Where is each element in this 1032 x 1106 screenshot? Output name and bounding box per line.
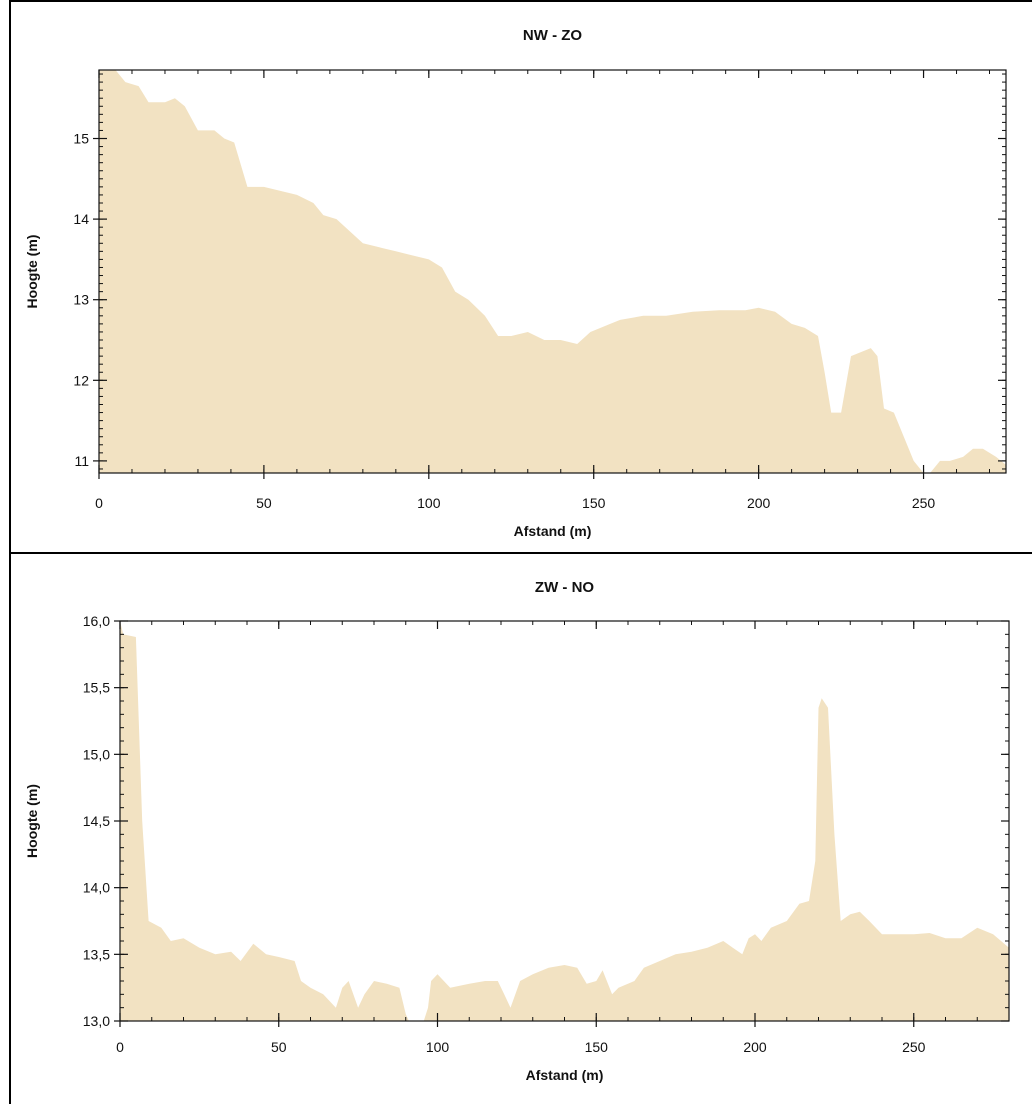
nw-zo-y-tick-label: 11 (74, 453, 89, 469)
nw-zo-x-tick-label: 250 (912, 495, 936, 511)
nw-zo-y-tick-label: 13 (73, 292, 89, 308)
zw-no-y-tick-label: 15,5 (83, 680, 110, 696)
nw-zo-plot-frame (98, 69, 1007, 474)
zw-no-x-tick-label: 100 (426, 1039, 450, 1055)
zw-no-y-tick-label: 14,0 (83, 880, 110, 896)
zw-no-elevation-area (120, 621, 1009, 1021)
nw-zo-elevation-area (99, 70, 1006, 473)
nw-zo-y-tick-label: 14 (73, 211, 89, 227)
nw-zo-plot-area (98, 69, 1007, 474)
nw-zo-x-tick-label: 100 (417, 495, 441, 511)
zw-no-y-tick-label: 15,0 (83, 746, 110, 762)
zw-no-x-tick-label: 200 (743, 1039, 767, 1055)
nw-zo-x-tick-label: 150 (582, 495, 606, 511)
chart-panel-nw-zo: 0 50 100 150 200 250 11 12 13 14 15 NW - ZO Afstand … (9, 0, 1032, 554)
zw-no-x-axis-label: Afstand (m) (526, 1067, 604, 1083)
zw-no-x-tick-label: 150 (585, 1039, 609, 1055)
nw-zo-y-tick-label: 12 (73, 372, 89, 388)
zw-no-plot-area (119, 620, 1010, 1022)
zw-no-y-tick-label: 16,0 (83, 613, 110, 629)
zw-no-chart-title: ZW - NO (535, 579, 594, 596)
zw-no-y-tick-label: 13,5 (83, 946, 110, 962)
zw-no-x-tick-label: 250 (902, 1039, 926, 1055)
nw-zo-x-tick-label: 200 (747, 495, 771, 511)
zw-no-y-tick-label: 14,5 (83, 813, 110, 829)
nw-zo-y-axis-label: Hoogte (m) (24, 235, 40, 309)
zw-no-x-tick-label: 0 (116, 1039, 124, 1055)
nw-zo-chart-title: NW - ZO (523, 27, 582, 44)
chart-panel-zw-no: 0 50 100 150 200 250 13,0 13,5 14,0 14,5 15,0 15,5 1… (9, 552, 1032, 1104)
nw-zo-x-tick-label: 0 (95, 495, 103, 511)
zw-no-x-tick-label: 50 (271, 1039, 287, 1055)
chart-nw-zo: 0 50 100 150 200 250 11 12 13 14 15 NW - ZO Afstand … (24, 27, 1007, 539)
nw-zo-x-tick-label: 50 (256, 495, 272, 511)
nw-zo-x-axis-label: Afstand (m) (514, 523, 592, 539)
zw-no-y-axis-label: Hoogte (m) (24, 784, 40, 858)
zw-no-y-tick-label: 13,0 (83, 1013, 110, 1029)
chart-zw-no: 0 50 100 150 200 250 13,0 13,5 14,0 14,5 15,0 15,5 1… (24, 579, 1010, 1083)
nw-zo-y-tick-label: 15 (73, 131, 89, 147)
